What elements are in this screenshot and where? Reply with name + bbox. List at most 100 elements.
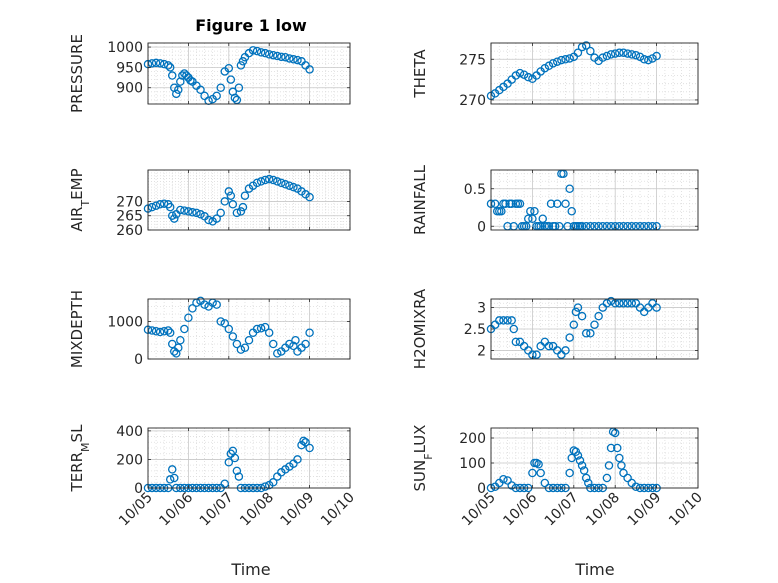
data-point — [561, 55, 570, 64]
data-point — [165, 475, 175, 484]
data-point — [196, 85, 205, 95]
data-point — [174, 343, 183, 352]
data-point — [256, 48, 266, 57]
data-point — [569, 320, 579, 329]
data-point — [155, 200, 165, 209]
y-axis-label: SUNFLUX — [411, 425, 435, 492]
y-tick-label: 950 — [116, 60, 143, 76]
data-point — [557, 55, 566, 65]
data-point — [159, 326, 169, 336]
data-point — [530, 206, 539, 216]
data-point — [264, 50, 274, 59]
data-point — [196, 210, 205, 219]
axes-box — [147, 427, 351, 489]
x-axis-label-right: Time — [574, 560, 614, 579]
data-point — [538, 214, 548, 223]
data-point — [268, 478, 278, 487]
data-point — [293, 455, 302, 464]
y-tick-label: 0 — [134, 481, 143, 497]
data-point — [501, 199, 510, 208]
data-point — [163, 61, 173, 70]
data-point — [281, 180, 290, 189]
data-point — [524, 72, 533, 82]
data-point — [499, 474, 508, 484]
axes-box — [490, 42, 699, 105]
y-tick-label: 200 — [459, 431, 486, 447]
y-tick-label: 1000 — [107, 40, 143, 56]
subplot-5-mixdepth: 0 1000 MIXDEPTH — [68, 290, 351, 368]
y-tick-label: 900 — [116, 81, 143, 97]
data-point — [176, 335, 185, 345]
data-point — [212, 214, 221, 223]
axes-box — [490, 169, 699, 231]
plot-area — [148, 170, 350, 230]
data-point — [165, 63, 175, 72]
data-point — [236, 207, 246, 216]
data-point — [590, 320, 599, 329]
data-point — [216, 208, 225, 218]
data-point — [260, 322, 270, 332]
y-tick-label: 275 — [459, 52, 486, 68]
data-point — [617, 461, 626, 470]
data-point — [565, 184, 574, 193]
y-axis-label: THETA — [411, 49, 429, 99]
data-point — [575, 456, 585, 465]
data-point — [264, 328, 274, 337]
data-point — [216, 83, 225, 92]
y-axis-label: MIXDEPTH — [68, 290, 86, 368]
data-point — [610, 49, 620, 58]
data-point — [540, 478, 550, 488]
data-point — [260, 175, 270, 185]
data-point — [277, 52, 286, 62]
data-point — [519, 70, 529, 79]
data-point — [248, 46, 258, 55]
x-tick-label: 10/06 — [500, 489, 540, 529]
data-point — [305, 443, 314, 453]
data-point — [260, 482, 270, 491]
y-tick-label: 0 — [477, 481, 486, 497]
data-point — [602, 51, 612, 61]
data-point — [552, 57, 562, 66]
data-point — [188, 208, 197, 217]
data-point — [573, 48, 583, 58]
data-point — [268, 339, 278, 349]
y-tick-label: 2.5 — [464, 322, 486, 338]
data-point — [170, 214, 179, 223]
data-point — [305, 328, 314, 337]
data-point — [565, 333, 574, 342]
plot-area — [148, 43, 350, 104]
y-axis-label: AIRTEMP — [68, 168, 92, 231]
data-point — [232, 339, 242, 349]
data-point — [565, 468, 574, 478]
data-point — [220, 197, 230, 206]
data-point — [224, 63, 234, 73]
data-point — [548, 59, 558, 68]
data-point — [155, 327, 165, 337]
data-point — [228, 332, 238, 341]
data-point — [511, 71, 521, 80]
data-point — [155, 59, 165, 68]
data-point — [561, 346, 570, 355]
data-point — [200, 300, 209, 309]
y-tick-label: 270 — [459, 93, 486, 109]
x-tick-label: 10/07 — [542, 490, 582, 530]
axes-box — [490, 427, 699, 489]
y-tick-label: 265 — [116, 209, 143, 225]
data-point — [534, 459, 543, 469]
data-point — [224, 187, 234, 196]
data-point — [490, 199, 500, 208]
data-point — [172, 89, 181, 99]
data-point — [172, 349, 181, 358]
data-point — [619, 48, 628, 58]
data-point — [623, 299, 632, 308]
data-point — [581, 41, 591, 50]
data-point — [216, 317, 225, 326]
data-point — [151, 58, 161, 68]
data-point — [176, 205, 185, 215]
data-point — [285, 339, 294, 349]
y-axis-label: H2OMIXRA — [411, 288, 429, 369]
data-point — [224, 458, 234, 467]
